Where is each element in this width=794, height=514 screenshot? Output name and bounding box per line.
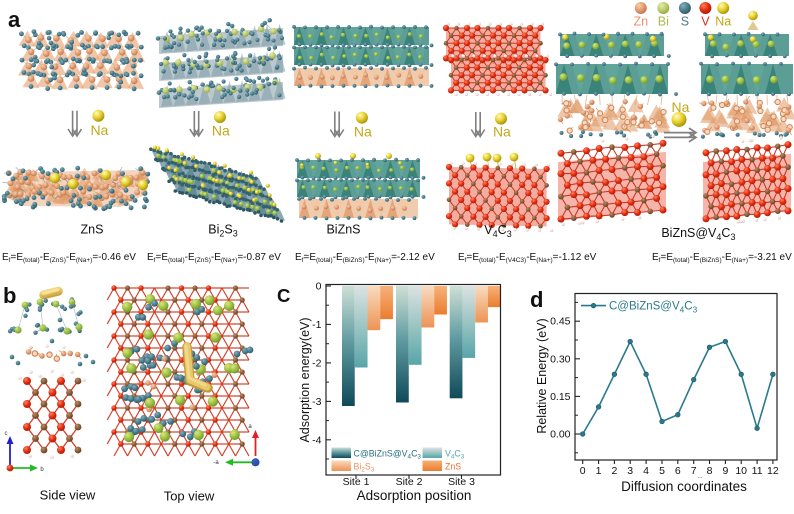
svg-text:0: 0: [580, 465, 586, 477]
svg-text:Site 3: Site 3: [448, 476, 475, 488]
svg-text:C: C: [277, 285, 290, 306]
svg-text:Site 1: Site 1: [343, 476, 370, 488]
svg-text:b: b: [3, 283, 16, 308]
svg-text:Diffusion coordinates: Diffusion coordinates: [621, 479, 747, 494]
svg-text:Ef=E(total)-E(ZnS)-E(Na+)=-0.4: Ef=E(total)-E(ZnS)-E(Na+)=-0.46 eV: [2, 252, 136, 264]
svg-text:0.45: 0.45: [550, 316, 571, 328]
svg-text:c: c: [5, 431, 8, 437]
svg-text:Relative Energy (eV): Relative Energy (eV): [535, 318, 549, 433]
svg-text:V: V: [701, 15, 710, 29]
svg-text:C@BiZnS@V4C3: C@BiZnS@V4C3: [609, 301, 698, 315]
svg-text:BiZnS: BiZnS: [326, 223, 360, 237]
svg-text:8: 8: [707, 465, 713, 477]
svg-text:ZnS: ZnS: [81, 223, 104, 237]
svg-text:Na: Na: [493, 124, 511, 140]
svg-text:Adsorption position: Adsorption position: [357, 488, 472, 503]
svg-text:Na: Na: [212, 123, 230, 139]
svg-text:Na: Na: [715, 15, 731, 29]
svg-text:..: ..: [698, 471, 702, 480]
svg-text:Zn: Zn: [634, 15, 649, 29]
svg-text:Adsorption energy(eV): Adsorption energy(eV): [298, 317, 312, 442]
svg-text:-2: -2: [312, 357, 321, 369]
svg-text:-4: -4: [312, 434, 321, 446]
svg-text:BiZnS@V4C3: BiZnS@V4C3: [661, 226, 735, 242]
svg-text:9: 9: [722, 465, 728, 477]
svg-text:1: 1: [596, 465, 602, 477]
svg-text:-1: -1: [312, 319, 321, 331]
svg-text:Na: Na: [90, 122, 108, 138]
svg-text:5: 5: [659, 465, 665, 477]
svg-text:Site 2: Site 2: [396, 476, 423, 488]
svg-text:S: S: [681, 15, 689, 29]
svg-text:Na: Na: [354, 124, 372, 140]
svg-text:11: 11: [752, 465, 763, 477]
svg-text:Ef=E(total)-E(ZnS)-E(Na+)=-0.8: Ef=E(total)-E(ZnS)-E(Na+)=-0.87 eV: [147, 252, 281, 264]
svg-text:0.15: 0.15: [550, 391, 571, 403]
svg-text:ZnS: ZnS: [445, 462, 461, 472]
svg-text:d: d: [530, 287, 543, 312]
svg-text:2: 2: [611, 465, 617, 477]
svg-text:0.00: 0.00: [550, 429, 571, 441]
svg-text:-a: -a: [213, 460, 219, 466]
svg-text:Bi: Bi: [658, 15, 669, 29]
svg-text:Side view: Side view: [40, 488, 96, 503]
svg-text:10: 10: [735, 465, 747, 477]
svg-text:Ef=E(total)-E(V4C3)-E(Na+)=-1.: Ef=E(total)-E(V4C3)-E(Na+)=-1.12 eV: [458, 252, 597, 264]
svg-text:3: 3: [627, 465, 633, 477]
svg-text:a: a: [8, 7, 21, 32]
svg-text:12: 12: [767, 465, 779, 477]
svg-text:Top view: Top view: [164, 489, 215, 504]
svg-text:6: 6: [675, 465, 681, 477]
svg-text:0.30: 0.30: [550, 353, 571, 365]
svg-text:-3: -3: [312, 396, 321, 408]
svg-text:0: 0: [316, 281, 322, 293]
svg-text:4: 4: [643, 465, 649, 477]
svg-text:7: 7: [691, 465, 697, 477]
